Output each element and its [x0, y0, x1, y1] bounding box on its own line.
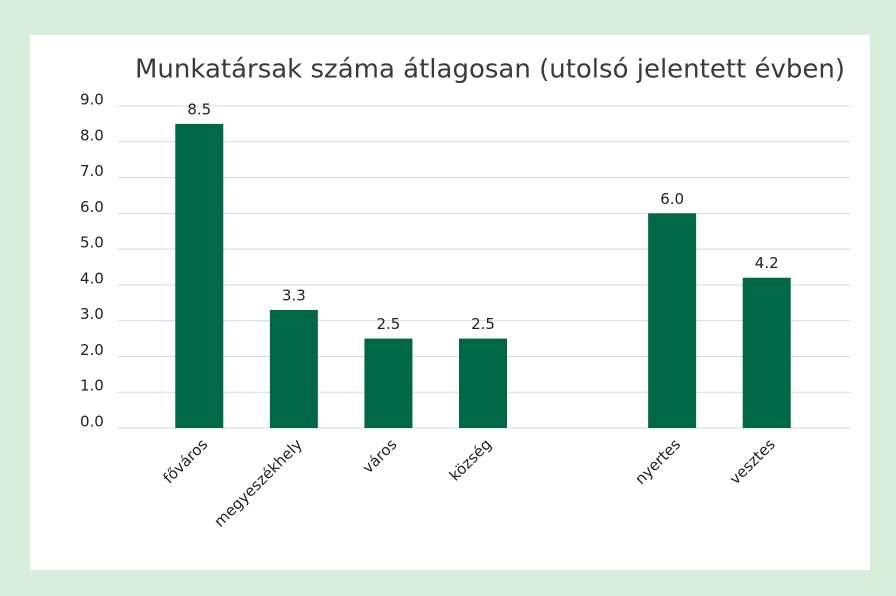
chart-title: Munkatársak száma átlagosan (utolsó jele…: [135, 55, 845, 85]
bar: [175, 123, 224, 428]
bar: [648, 213, 697, 428]
y-tick-label: 2.0: [80, 341, 104, 359]
y-tick-label: 5.0: [80, 234, 104, 252]
y-tick-label: 6.0: [80, 198, 104, 216]
bar: [269, 309, 318, 428]
y-tick-label: 7.0: [80, 162, 104, 180]
data-label: 2.5: [471, 315, 495, 333]
bar: [742, 277, 791, 428]
y-tick-label: 3.0: [80, 305, 104, 323]
y-tick-label: 9.0: [80, 91, 104, 109]
y-tick-label: 4.0: [80, 269, 104, 287]
data-label: 2.5: [376, 315, 400, 333]
data-label: 3.3: [282, 286, 306, 304]
y-tick-label: 0.0: [80, 413, 104, 431]
panel: [30, 35, 870, 570]
y-tick-label: 1.0: [80, 377, 104, 395]
data-label: 6.0: [660, 190, 684, 208]
data-label: 8.5: [187, 100, 211, 118]
bar: [364, 338, 413, 428]
bar: [459, 338, 507, 428]
y-tick-label: 8.0: [80, 126, 104, 144]
data-label: 4.2: [755, 254, 779, 272]
